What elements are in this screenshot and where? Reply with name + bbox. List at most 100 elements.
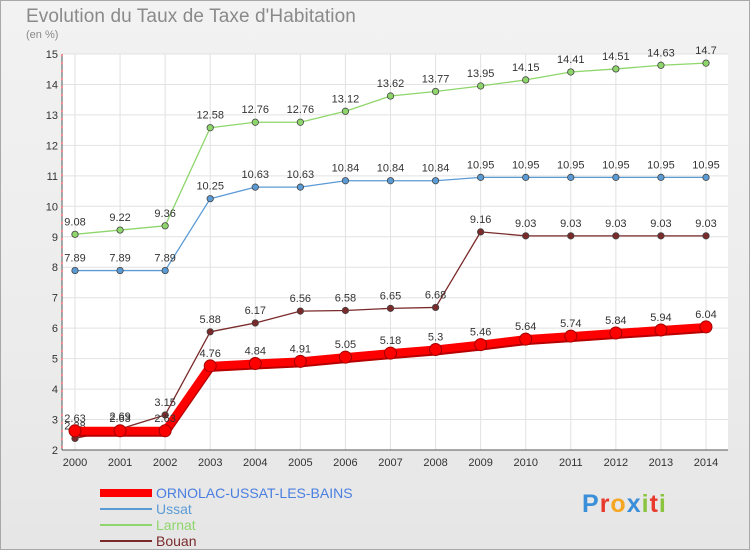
data-label-ussat: 10.25 <box>196 181 224 193</box>
data-point-ussat <box>567 173 575 181</box>
data-label-ornolac-ussat-les-bains: 5.84 <box>605 315 626 327</box>
data-label-ussat: 10.84 <box>377 163 405 175</box>
data-point-larnat <box>71 230 79 238</box>
legend-label: Larnat <box>156 517 196 533</box>
data-point-bouan <box>477 228 485 236</box>
y-tick-label: 7 <box>52 293 58 305</box>
legend-swatch <box>100 508 152 510</box>
y-tick-label: 9 <box>52 232 58 244</box>
data-point-larnat <box>251 118 259 126</box>
data-label-larnat: 14.63 <box>647 47 675 59</box>
data-label-bouan: 6.58 <box>335 292 356 304</box>
data-label-bouan: 9.03 <box>605 218 626 230</box>
data-point-bouan <box>522 232 530 240</box>
x-tick-label: 2005 <box>288 457 312 469</box>
data-point-ornolac-ussat-les-bains <box>203 359 217 373</box>
data-label-larnat: 13.77 <box>422 73 450 85</box>
data-label-ornolac-ussat-les-bains: 5.94 <box>650 312 671 324</box>
legend-item: Larnat <box>100 517 420 533</box>
y-tick-label: 6 <box>52 323 58 335</box>
data-label-ornolac-ussat-les-bains: 6.04 <box>695 309 716 321</box>
data-label-bouan: 9.03 <box>560 218 581 230</box>
data-label-bouan: 5.88 <box>200 314 221 326</box>
data-label-ussat: 10.84 <box>422 163 450 175</box>
x-tick-label: 2010 <box>513 457 537 469</box>
data-point-ornolac-ussat-les-bains <box>384 346 397 360</box>
data-point-ussat <box>71 266 79 275</box>
data-label-ussat: 10.95 <box>512 159 540 171</box>
legend-label: Bouan <box>156 533 197 549</box>
data-label-larnat: 14.41 <box>557 54 585 66</box>
data-label-bouan: 3.15 <box>154 397 175 409</box>
data-point-larnat <box>522 76 530 84</box>
legend-label: ORNOLAC-USSAT-LES-BAINS <box>156 485 353 501</box>
data-label-ussat: 10.63 <box>242 169 270 181</box>
x-tick-label: 2009 <box>468 457 492 469</box>
data-label-bouan: 9.16 <box>470 214 491 226</box>
data-label-bouan: 2.69 <box>109 411 130 423</box>
data-point-bouan <box>296 307 304 315</box>
y-tick-label: 12 <box>46 140 58 152</box>
data-point-bouan <box>251 319 259 327</box>
data-point-ornolac-ussat-les-bains <box>609 326 623 340</box>
data-point-ussat <box>341 177 350 185</box>
legend-swatch <box>100 540 152 542</box>
y-tick-label: 4 <box>52 384 58 396</box>
x-tick-label: 2014 <box>694 457 718 469</box>
data-label-ornolac-ussat-les-bains: 2.63 <box>154 413 175 425</box>
data-label-larnat: 13.62 <box>377 78 405 90</box>
data-label-larnat: 14.51 <box>602 51 630 63</box>
data-point-ornolac-ussat-les-bains <box>338 350 352 364</box>
data-point-ussat <box>161 266 169 275</box>
x-tick-label: 2007 <box>378 457 402 469</box>
data-point-ussat <box>477 173 485 181</box>
data-point-ussat <box>702 173 710 181</box>
data-point-ussat <box>657 173 665 181</box>
data-label-larnat: 12.76 <box>242 104 270 116</box>
data-label-bouan: 9.03 <box>515 218 536 230</box>
y-tick-label: 10 <box>46 201 58 213</box>
data-point-bouan <box>341 306 350 315</box>
data-label-bouan: 6.65 <box>380 290 401 302</box>
data-point-larnat <box>296 118 304 126</box>
data-label-ussat: 10.95 <box>467 159 495 171</box>
x-tick-label: 2013 <box>649 457 673 469</box>
data-point-larnat <box>161 222 169 230</box>
data-point-bouan <box>386 304 395 312</box>
data-label-larnat: 13.95 <box>467 68 495 80</box>
data-label-larnat: 9.36 <box>154 208 175 220</box>
data-point-larnat <box>431 87 440 96</box>
data-point-ornolac-ussat-les-bains <box>474 338 488 352</box>
data-point-larnat <box>341 107 350 115</box>
data-point-bouan <box>612 232 620 240</box>
data-point-ornolac-ussat-les-bains <box>293 354 307 368</box>
data-label-ussat: 7.89 <box>109 253 130 265</box>
data-point-ussat <box>612 173 620 181</box>
data-label-larnat: 12.58 <box>196 110 224 122</box>
data-label-larnat: 13.12 <box>332 93 360 105</box>
data-label-bouan: 9.03 <box>650 218 671 230</box>
data-label-ornolac-ussat-les-bains: 4.91 <box>290 343 311 355</box>
data-label-ornolac-ussat-les-bains: 4.84 <box>245 345 266 357</box>
data-point-larnat <box>702 59 710 67</box>
data-label-larnat: 12.76 <box>287 104 315 116</box>
x-tick-label: 2006 <box>333 457 357 469</box>
legend-item: Ussat <box>100 501 420 517</box>
x-tick-label: 2001 <box>108 457 132 469</box>
y-tick-label: 8 <box>52 262 58 274</box>
data-point-ussat <box>206 195 214 203</box>
data-point-ornolac-ussat-les-bains <box>429 342 443 356</box>
data-point-larnat <box>612 65 620 73</box>
legend-swatch <box>100 489 152 497</box>
data-label-ornolac-ussat-les-bains: 5.18 <box>380 335 401 347</box>
data-label-ussat: 7.89 <box>154 253 175 265</box>
x-tick-label: 2000 <box>63 457 87 469</box>
legend-item: Bouan <box>100 533 420 549</box>
data-point-ornolac-ussat-les-bains <box>654 323 668 337</box>
data-point-bouan <box>702 232 710 240</box>
plot-area <box>62 54 728 450</box>
x-tick-label: 2011 <box>559 457 583 469</box>
data-label-ussat: 10.95 <box>602 159 630 171</box>
x-tick-label: 2004 <box>243 457 267 469</box>
y-tick-label: 15 <box>46 49 58 61</box>
